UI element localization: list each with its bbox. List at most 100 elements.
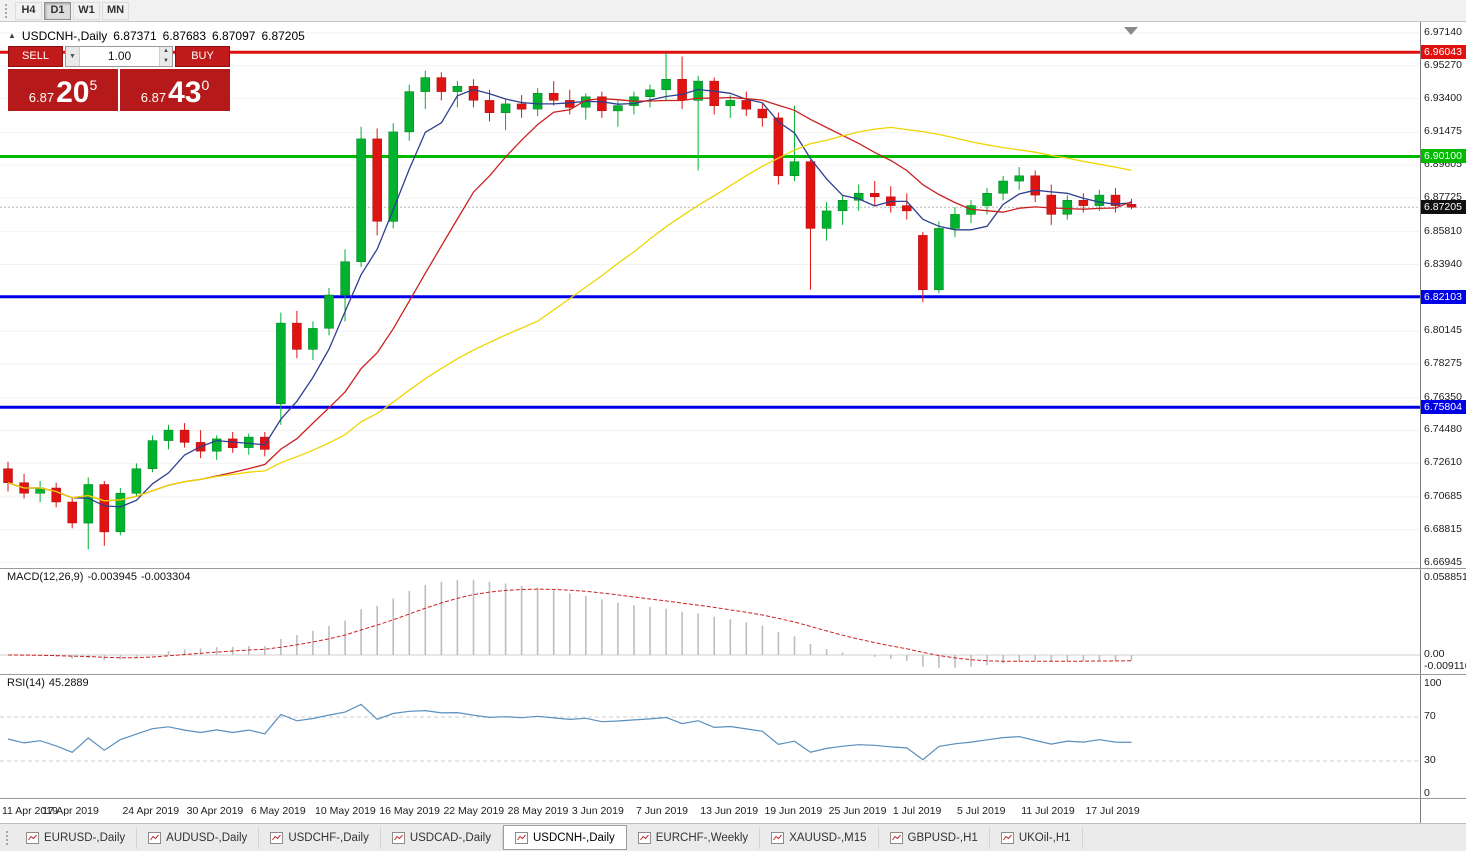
- candle-body: [131, 468, 142, 494]
- chart-tab-usdcnh-daily[interactable]: USDCNH-,Daily: [502, 825, 627, 850]
- pane-divider[interactable]: [0, 798, 1466, 799]
- candle-body: [308, 328, 318, 350]
- date-tick-label: 7 Jun 2019: [636, 805, 689, 817]
- chart-tab-gbpusd-h1[interactable]: GBPUSD-,H1: [879, 826, 990, 849]
- timeframe-button-mn[interactable]: MN: [102, 1, 129, 20]
- macd-signal-line: [7, 588, 1132, 662]
- chart-tab-audusd-daily[interactable]: AUDUSD-,Daily: [137, 826, 260, 849]
- timeframe-buttons: H4 D1 W1 MN: [14, 1, 130, 20]
- timeframe-button-d1[interactable]: D1: [44, 1, 71, 20]
- candle-body: [404, 91, 415, 133]
- timeframe-button-h4[interactable]: H4: [15, 1, 42, 20]
- chart-icon: [270, 831, 284, 844]
- buy-button[interactable]: BUY: [175, 46, 230, 67]
- candle-body: [998, 180, 1008, 194]
- volume-input[interactable]: 1.00: [107, 49, 132, 63]
- tabbar-drag-handle[interactable]: [6, 830, 10, 845]
- volume-dropdown-icon[interactable]: ▼: [66, 47, 80, 66]
- date-tick-label: 28 May 2019: [507, 805, 569, 817]
- chart-tab-usdchf-daily[interactable]: USDCHF-,Daily: [259, 826, 381, 849]
- axis-tick-label: 6.70685: [1424, 490, 1462, 503]
- candle-body: [292, 322, 302, 350]
- chart-tab-eurusd-daily[interactable]: EURUSD-,Daily: [15, 826, 138, 849]
- ohlc-open-value: 6.87371: [113, 29, 157, 43]
- axis-tick-label: 6.72610: [1424, 456, 1462, 469]
- tab-label: USDCAD-,Daily: [409, 831, 491, 844]
- candle-body: [324, 294, 334, 329]
- buy-price-panel[interactable]: 6.87 43 0: [120, 69, 230, 111]
- candle-body: [773, 117, 784, 177]
- candle-body: [1094, 194, 1105, 206]
- candle-body: [227, 438, 238, 448]
- price-axis[interactable]: 6.97140 6.95270 6.93400 6.91475 6.89605 6.877…: [1420, 22, 1466, 823]
- buy-price-pips: 43: [168, 76, 202, 109]
- candle-body: [789, 161, 800, 176]
- pane-divider[interactable]: [0, 674, 1466, 675]
- axis-tick-label: 6.80145: [1424, 324, 1462, 337]
- macd-signal-value: -0.003304: [140, 571, 191, 583]
- spin-down-icon[interactable]: ▼: [163, 57, 169, 64]
- candle-body: [260, 436, 270, 450]
- tab-label: AUDUSD-,Daily: [166, 831, 248, 844]
- date-tick-label: 11 Jul 2019: [1021, 805, 1075, 817]
- candle-body: [613, 105, 623, 112]
- sell-price-point: 5: [89, 77, 98, 93]
- date-tick-label: 3 Jun 2019: [571, 805, 624, 817]
- candle-body: [950, 214, 960, 229]
- rsi-value: 45.2889: [48, 677, 89, 689]
- axis-tick-label: 6.83940: [1424, 257, 1462, 270]
- chart-tab-xauusd-m15[interactable]: XAUUSD-,M15: [760, 826, 879, 849]
- candle-body: [115, 492, 126, 533]
- price-level-badge: 6.82103: [1421, 289, 1466, 304]
- chart-title-overlay: ▲ USDCNH-,Daily 6.87371 6.87683 6.87097 …: [8, 29, 305, 43]
- axis-tick-label: 0.058851: [1424, 571, 1466, 584]
- chart-icon: [148, 831, 162, 844]
- tab-label: UKOil-,H1: [1018, 831, 1071, 844]
- date-tick-label: 19 Jun 2019: [764, 805, 823, 817]
- tab-bar: EURUSD-,Daily AUDUSD-,Daily USDCHF-,Daily U…: [0, 823, 1466, 851]
- macd-value: -0.003945: [87, 571, 137, 583]
- candle-body: [67, 501, 77, 524]
- date-tick-label: 1 Jul 2019: [892, 805, 942, 817]
- candle-body: [1014, 175, 1024, 182]
- one-click-top-row: SELL ▼ 1.00 ▲ ▼ BUY: [8, 46, 230, 67]
- price-level-badge: 6.75804: [1421, 400, 1466, 415]
- sell-button[interactable]: SELL: [8, 46, 63, 67]
- chart-icon: [26, 831, 39, 844]
- timeframe-button-w1[interactable]: W1: [73, 1, 100, 20]
- date-axis[interactable]: 11 Apr 2019 17 Apr 2019 24 Apr 2019 30 Apr …: [0, 799, 1420, 823]
- toolbar-drag-handle[interactable]: [5, 3, 9, 18]
- one-click-trading-panel: SELL ▼ 1.00 ▲ ▼ BUY 6.87 20 5 6.87 43 0: [8, 46, 230, 111]
- sell-price-pips: 20: [56, 76, 90, 109]
- candle-body: [484, 100, 495, 113]
- candle-body: [741, 100, 752, 110]
- moving-average-34: [7, 126, 1132, 502]
- axis-tick-label: 6.85810: [1424, 224, 1462, 237]
- candle-body: [276, 322, 286, 405]
- chart-tab-eurchf-weekly[interactable]: EURCHF-,Weekly: [627, 826, 761, 849]
- axis-tick-label: 6.95270: [1424, 58, 1462, 71]
- axis-tick-label: 6.87725: [1424, 191, 1462, 204]
- one-click-toggle-icon[interactable]: ▲: [8, 31, 16, 40]
- axis-tick-label: 0.00: [1424, 648, 1445, 660]
- spin-up-icon[interactable]: ▲: [163, 48, 169, 54]
- sell-price-main: 6.87: [28, 90, 55, 105]
- chart-shift-marker-icon[interactable]: [1124, 27, 1138, 35]
- candle-body: [677, 79, 687, 101]
- pane-divider[interactable]: [0, 568, 1466, 569]
- candle-body: [725, 100, 736, 106]
- candle-body: [452, 86, 463, 92]
- tab-bar-tabs: EURUSD-,Daily AUDUSD-,Daily USDCHF-,Daily U…: [15, 824, 1083, 851]
- volume-spinner[interactable]: ▲ ▼: [159, 47, 172, 66]
- symbol-period-label: USDCNH-,Daily: [21, 29, 108, 43]
- chart-canvas[interactable]: [0, 0, 1420, 823]
- chart-icon: [514, 831, 528, 844]
- date-tick-label: 24 Apr 2019: [122, 805, 180, 817]
- ohlc-close-value: 6.87205: [261, 29, 305, 43]
- tab-label: GBPUSD-,H1: [907, 831, 978, 844]
- chart-tab-usdcad-daily[interactable]: USDCAD-,Daily: [381, 826, 503, 849]
- rsi-line: [7, 703, 1132, 761]
- chart-tab-ukoil-h1[interactable]: UKOil-,H1: [990, 826, 1083, 849]
- candle-body: [532, 93, 543, 110]
- sell-price-panel[interactable]: 6.87 20 5: [8, 69, 118, 111]
